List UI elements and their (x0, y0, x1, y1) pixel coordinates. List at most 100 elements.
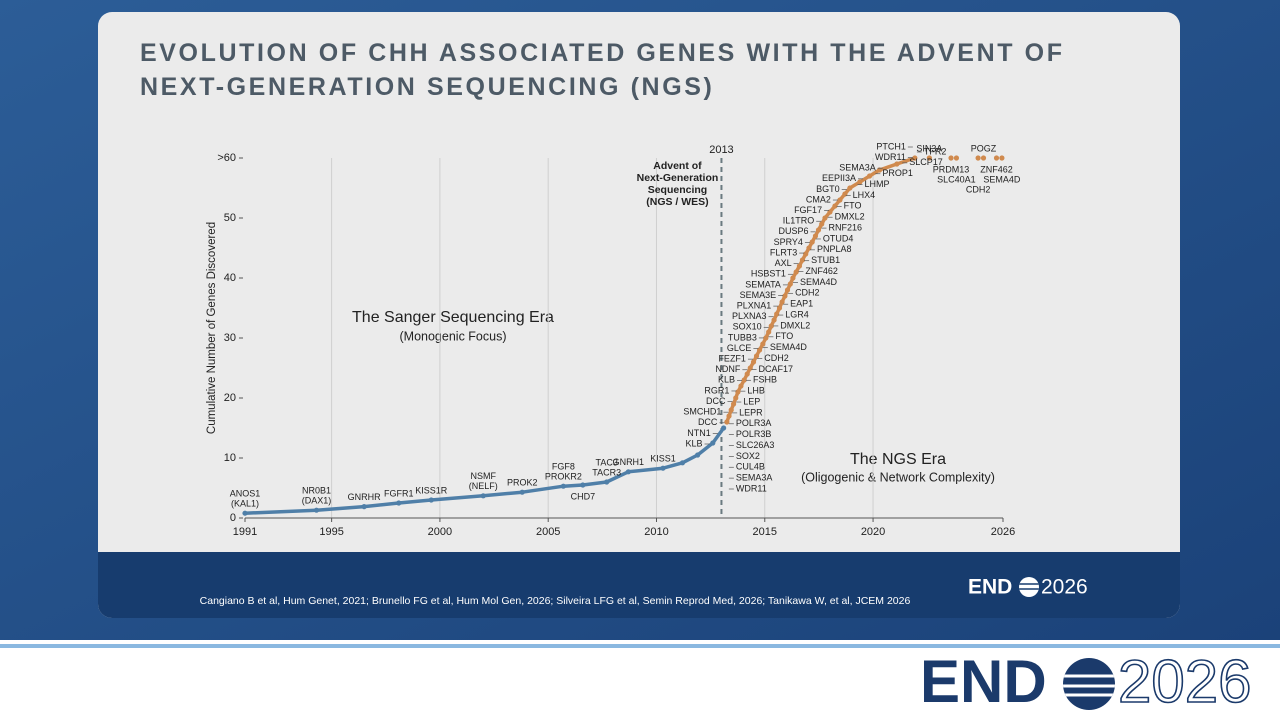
point (806, 245, 812, 251)
gene-label: GLCE (727, 343, 752, 353)
gene-label: PROK2 (507, 478, 538, 488)
gene-label: SEMA3A (839, 163, 876, 173)
gene-label: BGT0 (816, 184, 840, 194)
gene-label: LEP (743, 396, 760, 406)
y-axis-label: Cumulative Number of Genes Discovered (206, 222, 218, 434)
gene-label: (NELF) (469, 481, 498, 491)
point (726, 413, 732, 419)
gene-label: KISS1R (415, 485, 448, 495)
gene-label: AXL (775, 258, 792, 268)
y-tick-label: 0 (230, 512, 236, 524)
gene-label: SLCP17 (909, 157, 943, 167)
point (926, 155, 932, 161)
point (519, 489, 525, 495)
point (793, 269, 799, 275)
point (784, 287, 791, 293)
gene-label: SEMA3E (740, 290, 777, 300)
gene-label: SEMA4D (983, 174, 1021, 184)
bottom-stripe (0, 644, 1280, 648)
point (396, 500, 402, 506)
gene-label: SOX10 (733, 322, 762, 332)
point (847, 185, 853, 191)
point (313, 507, 320, 513)
gene-label: GNRHR (348, 492, 381, 502)
point (894, 161, 900, 167)
era-subtitle: (Oligogenic & Network Complexity) (801, 470, 995, 484)
gene-label: CHD7 (571, 491, 596, 501)
gene-label: CDH2 (764, 353, 789, 363)
gene-label: TACR3 (592, 467, 621, 477)
gene-label: HSBST1 (751, 269, 786, 279)
point (728, 407, 734, 413)
point (760, 341, 766, 347)
point (753, 353, 760, 359)
point (812, 233, 819, 239)
gene-label: SOX2 (736, 451, 760, 461)
gene-label: LHB (747, 386, 765, 396)
era-subtitle: (Monogenic Focus) (400, 329, 507, 343)
point (738, 383, 744, 389)
point (756, 347, 763, 353)
gene-label: FSHB (753, 375, 777, 385)
gene-label: FGFR1 (384, 488, 414, 498)
point (803, 251, 809, 257)
gene-label: PLXNA1 (737, 300, 772, 310)
y-tick-label: 10 (224, 452, 236, 464)
point (625, 469, 631, 475)
point (428, 497, 434, 503)
point (975, 155, 981, 161)
y-tick-label: 40 (224, 272, 236, 284)
x-tick-label: 2005 (536, 526, 560, 538)
point (774, 311, 780, 317)
point (832, 203, 838, 209)
gene-label: SMCHD1 (683, 407, 721, 417)
point (953, 155, 960, 161)
logo-left: END (968, 576, 1012, 599)
point (776, 305, 783, 311)
gene-label: SEMATA (745, 279, 781, 289)
gene-label: NR0B1 (302, 486, 331, 496)
point (837, 197, 843, 203)
era-title: The NGS Era (850, 451, 946, 468)
gene-label: ZNF462 (805, 266, 838, 276)
point (763, 335, 769, 341)
gene-label: PNPLA8 (817, 244, 852, 254)
logo-right: 2026 (1041, 576, 1088, 599)
y-tick-label: 30 (224, 332, 236, 344)
x-tick-label: 1991 (233, 526, 257, 538)
point (980, 155, 987, 161)
gene-label: GNRH1 (613, 457, 645, 467)
y-tick-label: >60 (217, 152, 236, 164)
card-body (98, 12, 1180, 618)
x-tick-label: 2020 (861, 526, 885, 538)
point (768, 323, 774, 329)
point (679, 460, 686, 466)
reference-note: Sequencing (648, 184, 708, 196)
gene-label: STUB1 (811, 255, 840, 265)
x-tick-label: 2015 (753, 526, 777, 538)
point (815, 227, 822, 233)
gene-label: FLRT3 (770, 247, 797, 257)
slide-title: EVOLUTION OF CHH ASSOCIATED GENES WITH T… (140, 39, 1065, 101)
point (822, 215, 828, 221)
point (796, 263, 803, 269)
point (710, 440, 716, 446)
gene-label: FEZF1 (718, 354, 746, 364)
point (735, 389, 741, 395)
gene-label: DMXL2 (780, 320, 810, 330)
gene-label: NTN1 (687, 428, 711, 438)
gene-label: FGF8 (552, 462, 575, 472)
line (244, 426, 726, 515)
gene-label: CMA2 (806, 194, 831, 204)
card (98, 12, 1180, 618)
gene-label: TFR2 (924, 146, 947, 156)
point (827, 209, 833, 215)
point (787, 281, 793, 287)
gene-label: EAP1 (790, 299, 813, 309)
y-tick-label: 50 (224, 212, 236, 224)
logo-globe-lines (1063, 674, 1115, 697)
gene-label: PROKR2 (545, 472, 582, 482)
point (857, 179, 863, 185)
